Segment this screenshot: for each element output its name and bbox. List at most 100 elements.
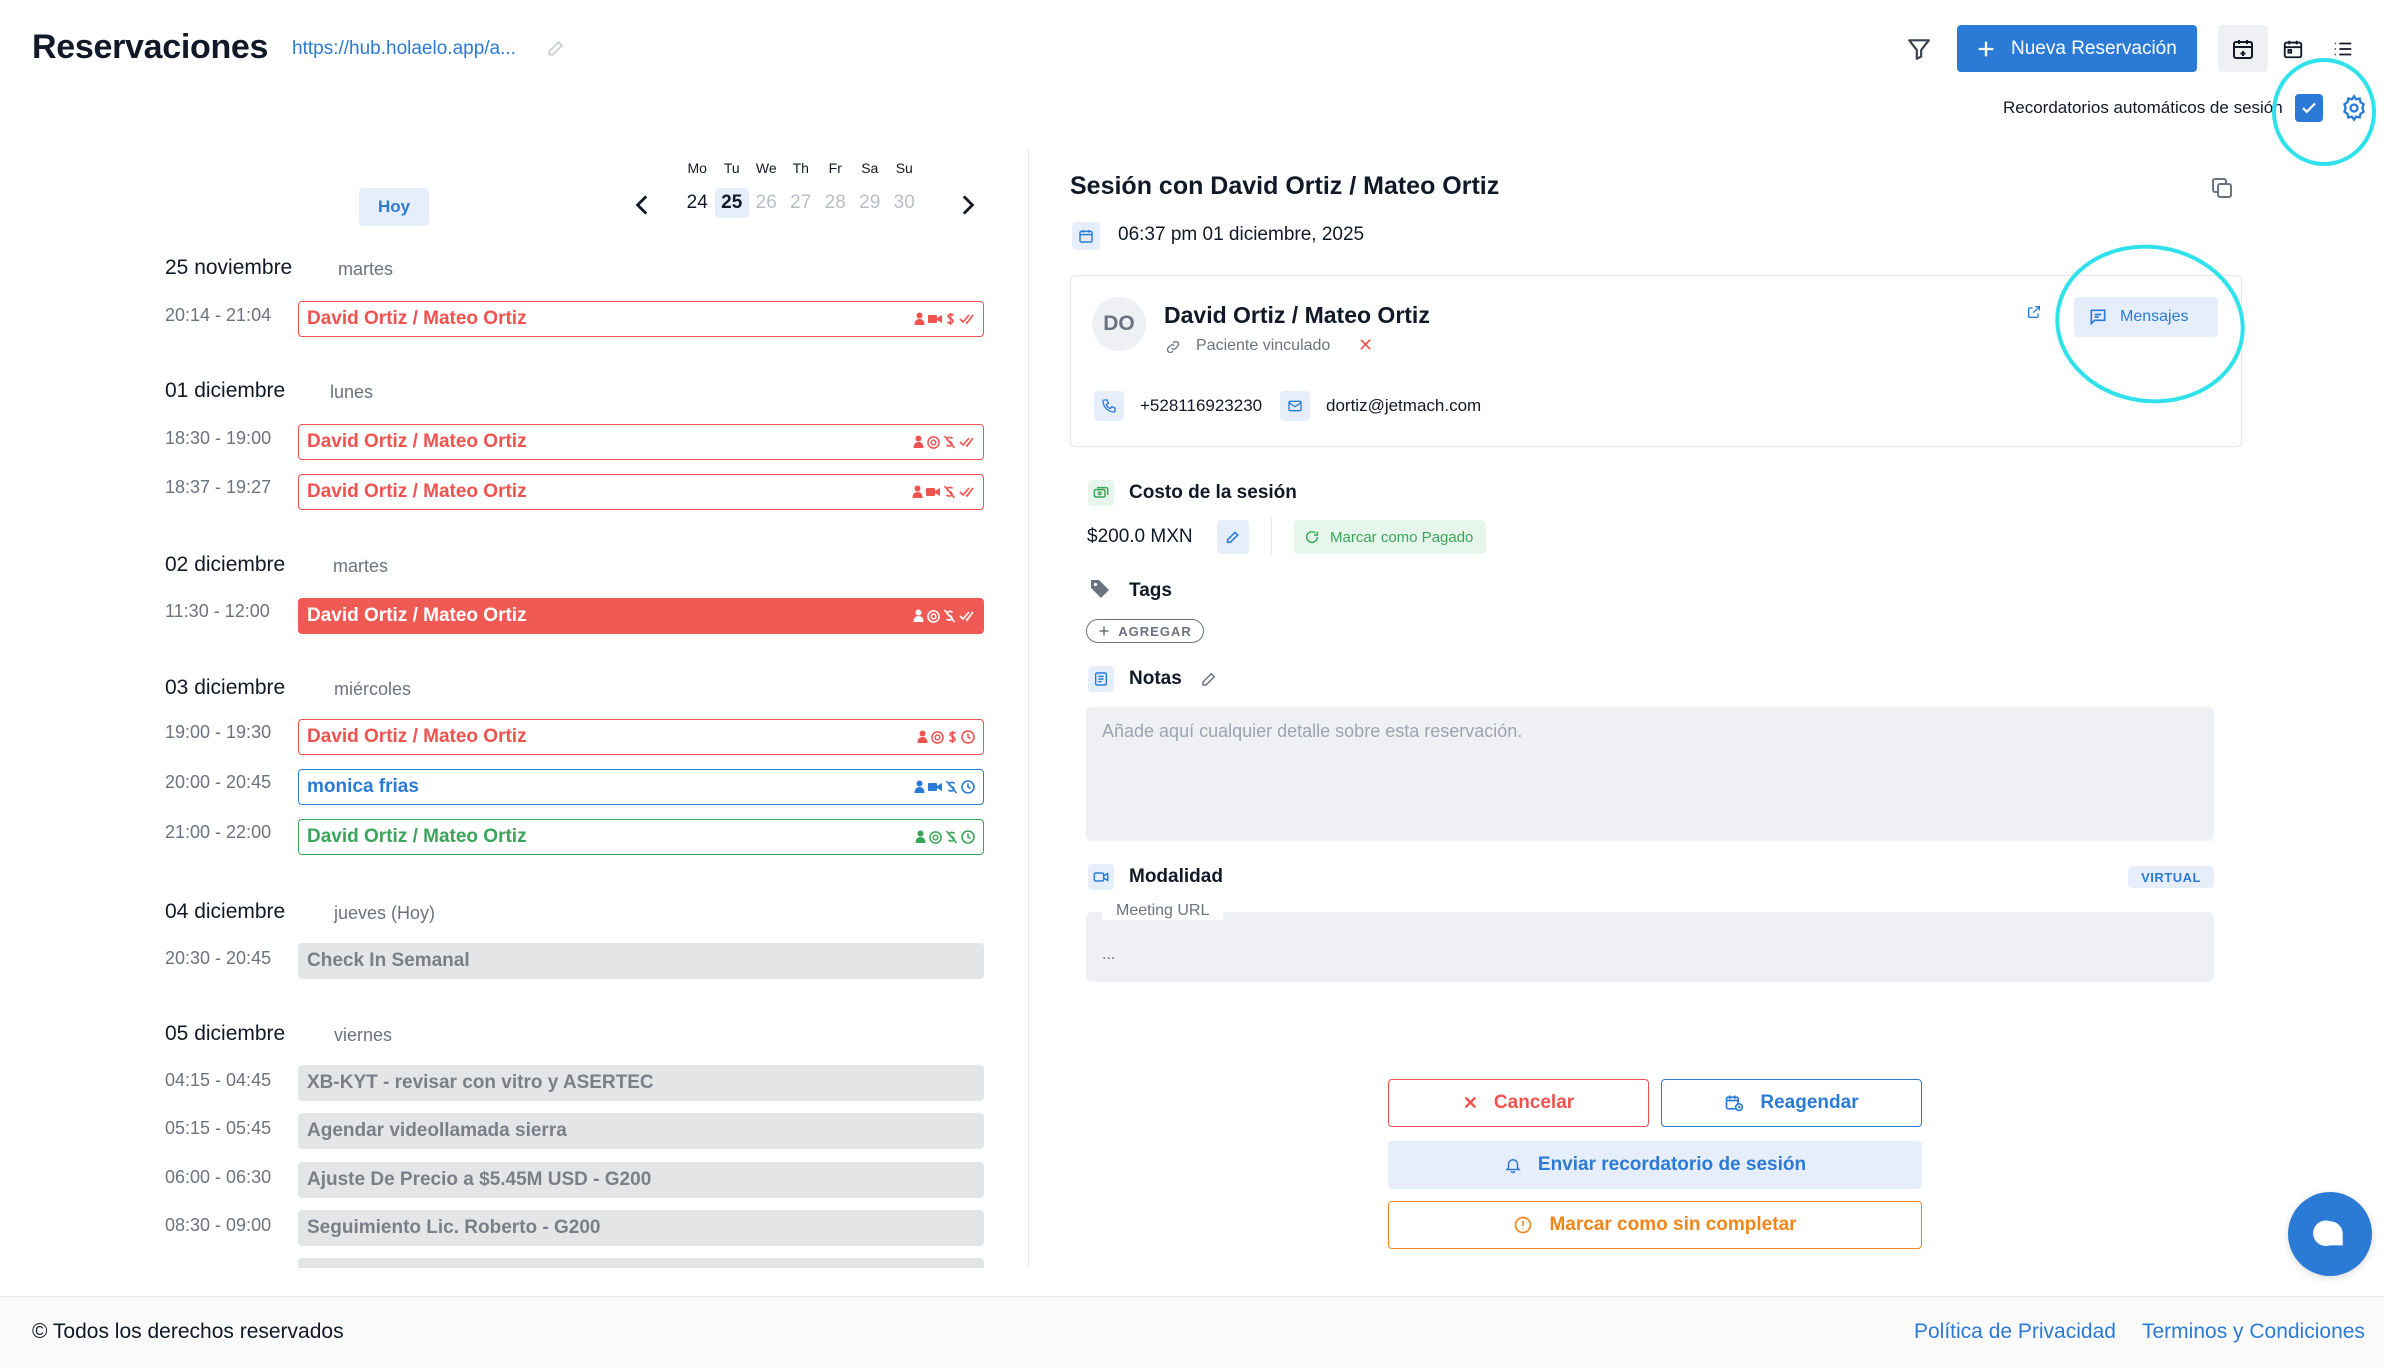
event-time: 20:30 - 20:45: [165, 948, 272, 968]
external-link-icon[interactable]: [2026, 304, 2042, 320]
location-icon: [927, 609, 940, 623]
event-status-icons: [912, 485, 975, 499]
double-check-icon: [959, 611, 974, 622]
phone-icon[interactable]: [1094, 391, 1124, 421]
event-name: David Ortiz / Mateo Ortiz: [307, 726, 527, 747]
chat-icon: [2090, 309, 2106, 326]
bell-icon: [1505, 1159, 1521, 1174]
event-name: XB-KYT - revisar con vitro y ASERTEC: [307, 1072, 654, 1093]
privacy-link[interactable]: Política de Privacidad: [1914, 1320, 2116, 1343]
session-title: Sesión con David Ortiz / Mateo Ortiz: [1070, 172, 1500, 200]
link-icon: [1165, 339, 1181, 355]
week-strip: Mo 24 Tu 25 We 26 Th 27 Fr 28 Sa 29 Su 30: [680, 160, 922, 218]
double-check-icon: [959, 487, 974, 498]
event-item[interactable]: David Ortiz / Mateo Ortiz: [298, 819, 984, 855]
event-time: 04:15 - 04:45: [165, 1070, 272, 1090]
edit-cost-pencil-icon[interactable]: [1217, 520, 1249, 554]
copyright-text: © Todos los derechos reservados: [32, 1320, 344, 1343]
patient-email: dortiz@jetmach.com: [1326, 396, 1482, 415]
new-reservation-label: Nueva Reservación: [2011, 37, 2177, 59]
double-check-icon: [959, 437, 974, 448]
new-reservation-button[interactable]: Nueva Reservación: [1957, 25, 2197, 72]
edit-notes-pencil-icon[interactable]: [1200, 670, 1218, 688]
close-icon: ✕: [1462, 1092, 1478, 1113]
day-fr[interactable]: Fr 28: [824, 160, 846, 213]
clock-icon: [961, 830, 975, 844]
event-name: David Ortiz / Mateo Ortiz: [307, 308, 527, 329]
location-icon: [929, 830, 942, 844]
mark-paid-button[interactable]: Marcar como Pagado: [1294, 520, 1486, 554]
event-status-icons: [914, 780, 975, 794]
tag-icon: [1088, 577, 1112, 601]
event-status-icons: [913, 609, 975, 623]
event-item[interactable]: monica frias: [298, 769, 984, 805]
messages-button[interactable]: Mensajes: [2074, 297, 2218, 337]
event-item-selected[interactable]: David Ortiz / Mateo Ortiz: [298, 598, 984, 634]
edit-url-pencil-icon[interactable]: [546, 38, 566, 58]
group-date: 01 diciembre: [165, 379, 286, 402]
event-status-icons: [914, 312, 975, 326]
group-date: 02 diciembre: [165, 553, 286, 576]
event-name: Check In Semanal: [307, 950, 470, 971]
mark-incomplete-button[interactable]: Marcar como sin completar: [1388, 1201, 1922, 1249]
cancel-button[interactable]: ✕ Cancelar: [1388, 1079, 1649, 1127]
send-reminder-label: Enviar recordatorio de sesión: [1537, 1154, 1807, 1175]
no-money-icon: [943, 609, 956, 623]
calendar-clock-icon: [1726, 1095, 1744, 1112]
calendar-view-button[interactable]: [2268, 25, 2318, 72]
meeting-url-input[interactable]: [1086, 912, 2214, 982]
clock-icon: [961, 780, 975, 794]
event-item[interactable]: Agendar videollamada sierra: [298, 1113, 984, 1149]
video-icon: [926, 488, 940, 496]
pay-icon: [1305, 530, 1319, 544]
mail-icon[interactable]: [1280, 391, 1310, 421]
event-item[interactable]: David Ortiz / Mateo Ortiz: [298, 474, 984, 510]
alert-circle-icon: [1515, 1216, 1532, 1234]
prev-week-chevron-icon[interactable]: [630, 192, 656, 218]
copy-icon[interactable]: [2210, 176, 2234, 200]
event-item[interactable]: David Ortiz / Mateo Ortiz: [298, 424, 984, 460]
terms-link[interactable]: Terminos y Condiciones: [2142, 1320, 2365, 1343]
add-tag-button[interactable]: AGREGAR: [1086, 619, 1204, 643]
event-item[interactable]: David Ortiz / Mateo Ortiz: [298, 719, 984, 755]
notes-icon: [1088, 666, 1114, 692]
day-su[interactable]: Su 30: [893, 160, 915, 213]
location-icon: [927, 435, 940, 449]
event-name: David Ortiz / Mateo Ortiz: [307, 605, 527, 626]
event-name: David Ortiz / Mateo Ortiz: [307, 431, 527, 452]
booking-url-link[interactable]: https://hub.holaelo.app/a...: [292, 38, 516, 59]
auto-reminders-label: Recordatorios automáticos de sesión: [2003, 98, 2283, 117]
video-icon: [928, 315, 942, 323]
dollar-icon: [948, 731, 957, 743]
tags-label: Tags: [1129, 580, 1172, 601]
event-item[interactable]: David Ortiz / Mateo Ortiz: [298, 301, 984, 337]
event-status-icons: [913, 435, 975, 449]
day-mo[interactable]: Mo 24: [686, 160, 708, 213]
filter-icon[interactable]: [1906, 36, 1932, 62]
event-name: Agendar videollamada sierra: [307, 1120, 567, 1141]
video-camera-icon: [1088, 864, 1114, 890]
calendar-list-view-button[interactable]: [2218, 25, 2268, 72]
next-week-chevron-icon[interactable]: [954, 192, 980, 218]
day-th[interactable]: Th 27: [790, 160, 812, 213]
reschedule-button[interactable]: Reagendar: [1661, 1079, 1922, 1127]
video-icon: [928, 783, 942, 791]
send-reminder-button[interactable]: Enviar recordatorio de sesión: [1388, 1141, 1922, 1189]
event-item[interactable]: XB-KYT - revisar con vitro y ASERTEC: [298, 1065, 984, 1101]
today-button[interactable]: Hoy: [359, 188, 429, 226]
group-day: miércoles: [334, 679, 412, 699]
event-item[interactable]: Ajuste De Precio a $5.45M USD - G200: [298, 1162, 984, 1198]
unlink-close-icon[interactable]: ✕: [1358, 335, 1374, 355]
event-name: Seguimiento Lic. Roberto - G200: [307, 1217, 601, 1238]
list-view-button[interactable]: [2318, 25, 2368, 72]
day-tu[interactable]: Tu 25: [714, 160, 749, 218]
event-name: David Ortiz / Mateo Ortiz: [307, 826, 527, 847]
event-item[interactable]: Check In Semanal: [298, 943, 984, 979]
day-sa[interactable]: Sa 29: [859, 160, 881, 213]
notes-textarea[interactable]: Añade aquí cualquier detalle sobre esta …: [1086, 707, 2214, 841]
group-date: 03 diciembre: [165, 676, 286, 699]
day-we[interactable]: We 26: [755, 160, 777, 213]
event-item[interactable]: Seguimiento Lic. Roberto - G200: [298, 1210, 984, 1246]
group-day: lunes: [330, 382, 374, 402]
chat-support-button[interactable]: [2288, 1192, 2372, 1276]
